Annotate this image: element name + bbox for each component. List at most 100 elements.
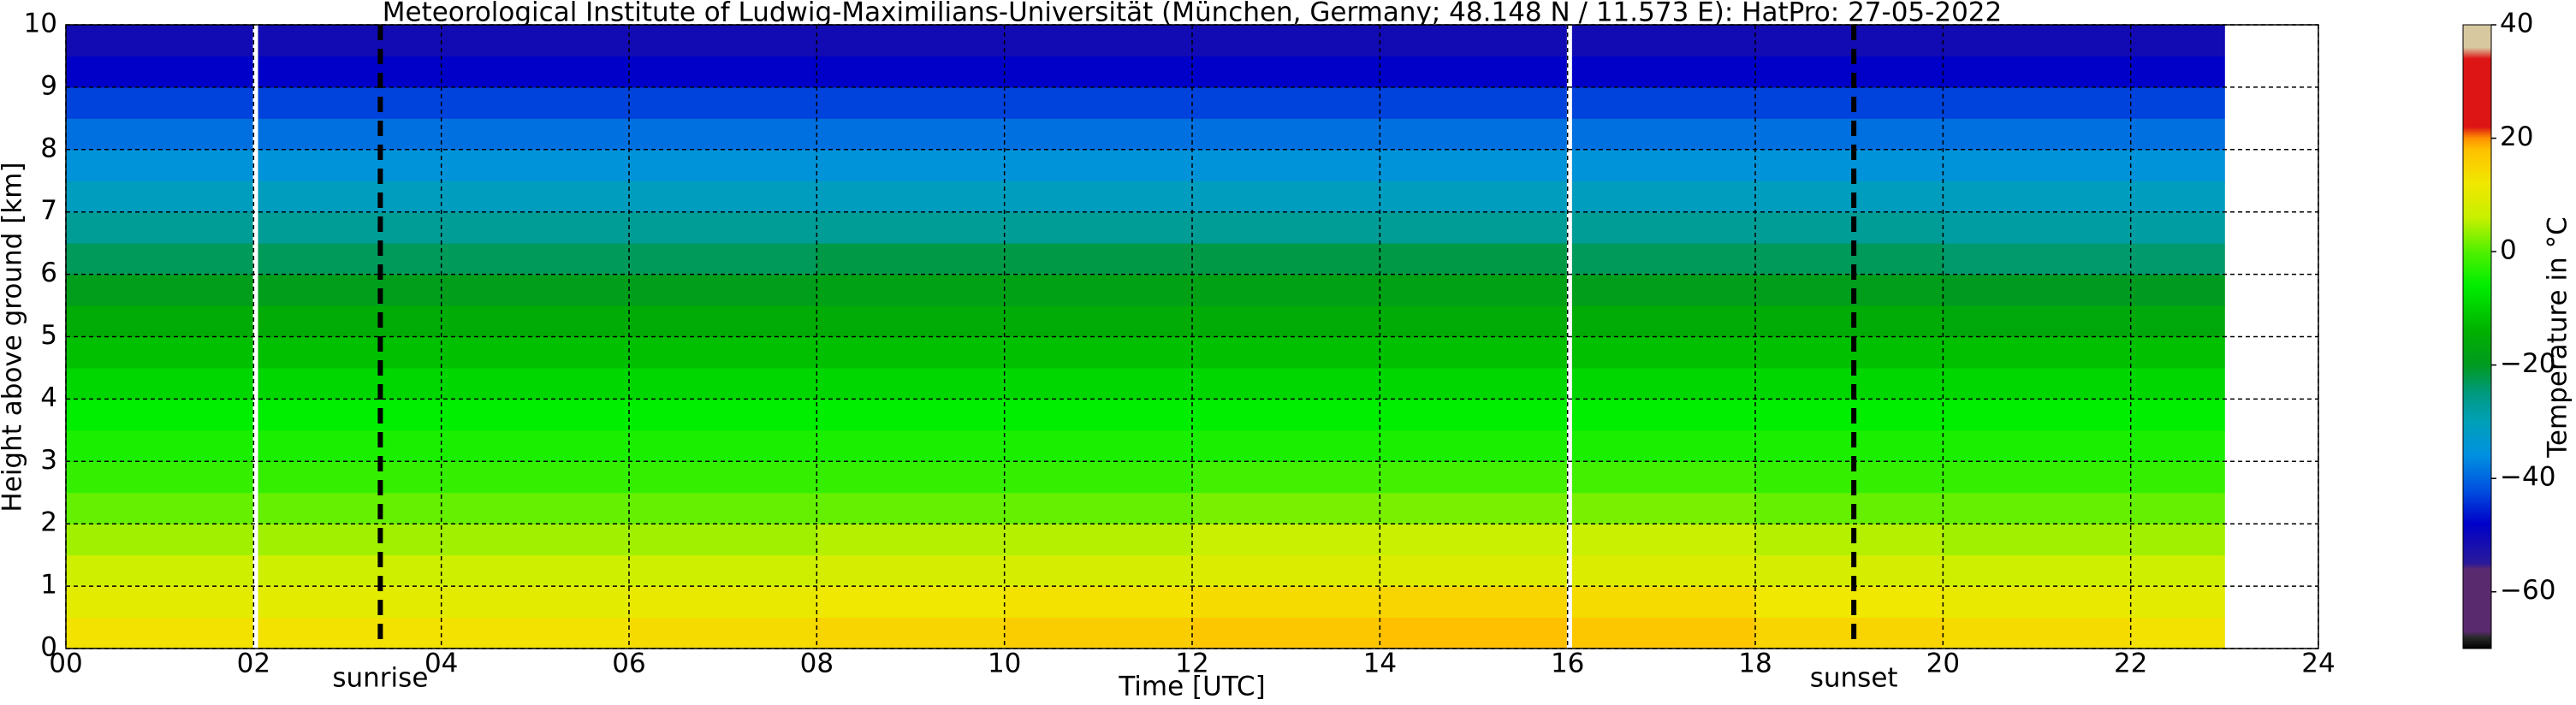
heatmap-cell: [253, 181, 442, 213]
x-tick-label: 22: [2114, 649, 2147, 679]
x-tick-label: 18: [1738, 649, 1772, 679]
colorbar-tick-label: 0: [2500, 235, 2517, 266]
heatmap-cell: [1567, 274, 1756, 306]
heatmap-cell: [253, 430, 442, 462]
heatmap-cell: [253, 56, 442, 88]
heatmap-cell: [816, 586, 1006, 619]
heatmap-cell: [629, 461, 817, 494]
y-tick-label: 1: [40, 570, 57, 601]
heatmap-cell: [1567, 149, 1756, 181]
y-tick-label: 0: [40, 632, 57, 663]
heatmap-cell: [2130, 25, 2225, 56]
heatmap-cell: [253, 149, 442, 181]
heatmap-cell: [441, 211, 630, 244]
heatmap-cell: [1755, 554, 1944, 587]
heatmap-cell: [441, 181, 630, 213]
heatmap-cell: [441, 86, 630, 119]
x-tick-label: 06: [612, 649, 645, 679]
heatmap-cell: [1943, 554, 2132, 587]
heatmap-cell: [441, 305, 630, 337]
colorbar-tick-label: −40: [2500, 462, 2555, 493]
heatmap-cell: [1567, 554, 1756, 587]
heatmap-cell: [629, 336, 817, 369]
heatmap-cell: [1192, 336, 1380, 369]
colorbar-tick-label: −60: [2500, 575, 2555, 606]
heatmap-cell: [1755, 367, 1944, 400]
heatmap-cell: [253, 554, 442, 587]
heatmap-cell: [1004, 399, 1193, 431]
heatmap-cell: [1004, 86, 1193, 119]
x-tick-label: 02: [237, 649, 270, 679]
heatmap-cell: [1755, 617, 1944, 649]
heatmap-cell: [629, 367, 817, 400]
heatmap-cell: [1943, 336, 2132, 369]
heatmap-cell: [66, 554, 254, 587]
heatmap-cell: [1192, 149, 1380, 181]
heatmap-cell: [629, 617, 817, 649]
heatmap-cell: [1755, 586, 1944, 619]
y-axis-label: Height above ground [km]: [0, 162, 28, 512]
heatmap-cell: [441, 25, 630, 56]
heatmap-cell: [1380, 554, 1569, 587]
heatmap-cell: [441, 492, 630, 524]
heatmap-cell: [1004, 56, 1193, 88]
heatmap-cell: [66, 211, 254, 244]
heatmap-cell: [1943, 181, 2132, 213]
heatmap-cell: [1004, 305, 1193, 337]
heatmap-cell: [2130, 492, 2225, 524]
heatmap-cell: [441, 399, 630, 431]
heatmap-cell: [629, 211, 817, 244]
heatmap-cell: [1192, 492, 1380, 524]
heatmap-cell: [1567, 461, 1756, 494]
heatmap-cell: [816, 56, 1006, 88]
heatmap-cell: [253, 118, 442, 151]
heatmap-cell: [2130, 274, 2225, 306]
heatmap-cell: [441, 617, 630, 649]
heatmap-cell: [1567, 524, 1756, 556]
heatmap-cell: [816, 149, 1006, 181]
heatmap-cell: [1755, 181, 1944, 213]
heatmap-cell: [1943, 305, 2132, 337]
heatmap-cell: [1755, 25, 1944, 56]
heatmap-cell: [2130, 118, 2225, 151]
heatmap-cell: [816, 118, 1006, 151]
heatmap-cell: [816, 617, 1006, 649]
heatmap-cell: [441, 274, 630, 306]
heatmap-cell: [1192, 274, 1380, 306]
heatmap-cell: [441, 367, 630, 400]
heatmap-cell: [1755, 492, 1944, 524]
heatmap-cell: [816, 211, 1006, 244]
heatmap-cell: [629, 524, 817, 556]
heatmap-cell: [629, 56, 817, 88]
heatmap-cell: [66, 305, 254, 337]
heatmap-cell: [1380, 492, 1569, 524]
heatmap-cell: [253, 305, 442, 337]
heatmap-cell: [2130, 336, 2225, 369]
x-tick-label: 08: [800, 649, 834, 679]
heatmap-cell: [629, 118, 817, 151]
heatmap-cell: [816, 367, 1006, 400]
heatmap-cell: [66, 56, 254, 88]
y-tick-label: 5: [40, 320, 57, 351]
heatmap-cell: [1192, 211, 1380, 244]
heatmap-cell: [66, 86, 254, 119]
heatmap-cell: [2130, 367, 2225, 400]
heatmap-cell: [1192, 430, 1380, 462]
heatmap-cell: [629, 86, 817, 119]
heatmap-cell: [1380, 305, 1569, 337]
heatmap-cell: [1004, 181, 1193, 213]
heatmap-cell: [816, 461, 1006, 494]
heatmap-cell: [1192, 305, 1380, 337]
heatmap-cell: [66, 274, 254, 306]
heatmap-cell: [816, 181, 1006, 213]
heatmap-cell: [1380, 586, 1569, 619]
heatmap-cell: [1004, 367, 1193, 400]
heatmap-cell: [1004, 274, 1193, 306]
heatmap-cell: [1004, 430, 1193, 462]
heatmap-cell: [629, 430, 817, 462]
heatmap-cell: [1567, 492, 1756, 524]
heatmap-cell: [441, 461, 630, 494]
heatmap-cell: [629, 149, 817, 181]
heatmap-cell: [1004, 149, 1193, 181]
heatmap-cell: [66, 336, 254, 369]
